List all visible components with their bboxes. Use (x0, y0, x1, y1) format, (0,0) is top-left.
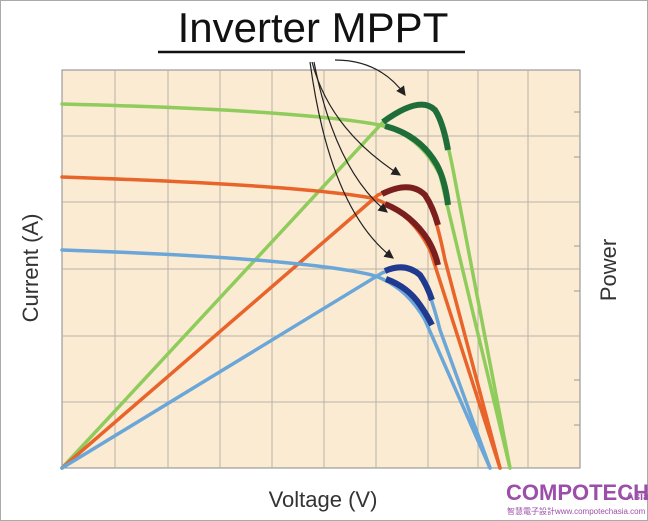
watermark-url: 智慧電子設計www.compotechasia.com (507, 506, 646, 516)
ticks-right (574, 111, 580, 426)
curves (60, 101, 512, 470)
arrows (309, 59, 406, 259)
title: Inverter MPPT (178, 4, 449, 51)
watermark-suffix: Asia (626, 491, 648, 503)
watermark: COMPOTECH (506, 480, 648, 505)
x-axis-label: Voltage (V) (269, 487, 378, 512)
y-axis-label: Current (A) (18, 214, 43, 323)
y2-axis-label: Power (596, 239, 621, 301)
